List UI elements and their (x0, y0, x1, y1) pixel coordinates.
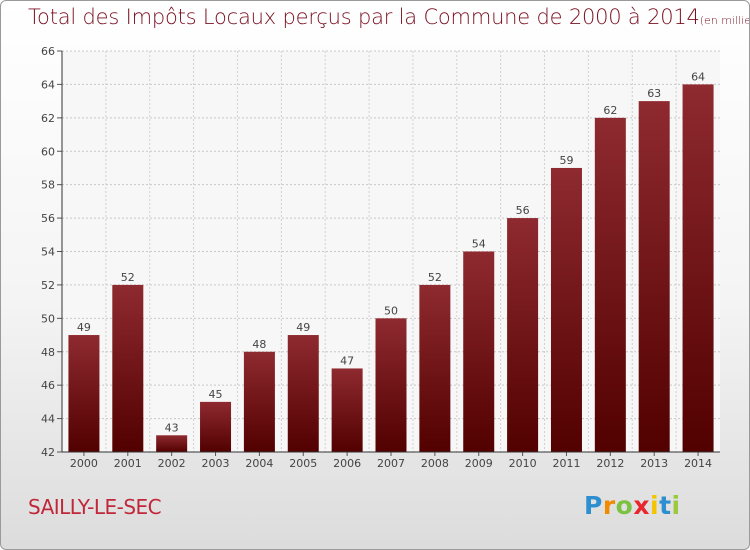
bar-value-label: 49 (77, 321, 91, 334)
y-tick-label: 50 (41, 312, 55, 325)
bar (287, 335, 319, 452)
bar (463, 251, 495, 452)
logo-letter: i (650, 491, 660, 520)
bar-value-label: 47 (340, 354, 354, 367)
bar-value-label: 64 (691, 70, 705, 83)
x-tick-label: 2011 (552, 457, 580, 470)
bar-value-label: 52 (428, 271, 442, 284)
y-tick-label: 52 (41, 279, 55, 292)
y-tick-label: 46 (41, 379, 55, 392)
logo-letter: t (659, 491, 672, 520)
bar-value-label: 56 (516, 204, 530, 217)
bar-value-label: 48 (252, 338, 266, 351)
x-tick-label: 2001 (114, 457, 142, 470)
commune-name: SAILLY-LE-SEC (28, 495, 162, 519)
bar-value-label: 45 (209, 388, 223, 401)
bar (419, 284, 451, 452)
bar (200, 401, 232, 452)
y-tick-label: 48 (41, 346, 55, 359)
x-tick-label: 2007 (377, 457, 405, 470)
x-tick-label: 2012 (596, 457, 624, 470)
bar (112, 284, 144, 452)
x-tick-label: 2000 (70, 457, 98, 470)
x-tick-label: 2005 (289, 457, 317, 470)
y-tick-label: 62 (41, 112, 55, 125)
x-tick-label: 2002 (158, 457, 186, 470)
bar (156, 435, 188, 452)
y-tick-label: 66 (41, 45, 55, 58)
y-tick-label: 60 (41, 145, 55, 158)
bar-value-label: 52 (121, 271, 135, 284)
bar (638, 101, 670, 452)
bar-value-label: 63 (647, 87, 661, 100)
bar-value-label: 43 (165, 421, 179, 434)
x-tick-label: 2004 (245, 457, 273, 470)
bar-value-label: 54 (472, 238, 486, 251)
x-tick-label: 2006 (333, 457, 361, 470)
x-tick-label: 2008 (421, 457, 449, 470)
logo-letter: P (584, 491, 603, 520)
bar (331, 368, 363, 452)
bar-value-label: 62 (603, 104, 617, 117)
proxiti-logo: Proxiti (584, 491, 681, 520)
title-text: Total des Impôts Locaux perçus par la Co… (28, 5, 700, 29)
bar (68, 335, 100, 452)
logo-letter: o (615, 491, 634, 520)
bar-value-label: 50 (384, 304, 398, 317)
x-tick-label: 2010 (509, 457, 537, 470)
bar-value-label: 49 (296, 321, 310, 334)
y-tick-label: 54 (41, 246, 55, 259)
y-tick-label: 42 (41, 446, 55, 459)
bar (507, 218, 539, 452)
bar (550, 167, 582, 453)
y-tick-label: 56 (41, 212, 55, 225)
bar (243, 351, 275, 452)
y-tick-label: 58 (41, 179, 55, 192)
logo-letter: r (602, 491, 616, 520)
x-tick-label: 2014 (684, 457, 712, 470)
y-tick-label: 44 (41, 413, 55, 426)
logo-letter: x (633, 491, 650, 520)
logo-letter: i (671, 491, 681, 520)
title-unit: (en milliers d'€) (699, 14, 750, 27)
bar (594, 117, 626, 452)
x-tick-label: 2003 (202, 457, 230, 470)
chart-title: Total des Impôts Locaux perçus par la Co… (28, 5, 750, 29)
x-tick-label: 2009 (465, 457, 493, 470)
bar (682, 84, 714, 453)
x-tick-label: 2013 (640, 457, 668, 470)
bar-value-label: 59 (559, 154, 573, 167)
y-tick-label: 64 (41, 78, 55, 91)
bar (375, 318, 407, 452)
